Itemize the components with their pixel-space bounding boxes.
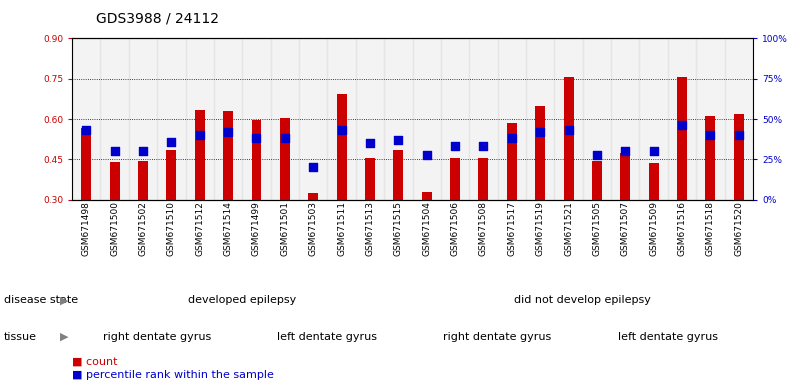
Bar (639, 38, 668, 200)
Bar (356, 38, 384, 200)
Bar (706, 116, 715, 200)
Bar (507, 123, 517, 200)
Point (250, 135, 263, 141)
Point (193, 132, 206, 138)
Point (364, 140, 376, 146)
Point (392, 137, 405, 143)
Bar (564, 78, 574, 200)
Text: ▶: ▶ (60, 332, 69, 342)
Bar (478, 158, 489, 200)
Text: left dentate gyrus: left dentate gyrus (277, 332, 377, 342)
Bar (422, 192, 432, 200)
Point (619, 148, 632, 154)
Bar (393, 150, 403, 200)
Bar (668, 38, 696, 200)
Point (647, 148, 660, 154)
Text: disease state: disease state (4, 295, 78, 306)
Bar (82, 129, 91, 200)
Bar (384, 38, 413, 200)
Bar (299, 38, 328, 200)
Bar (611, 38, 639, 200)
Point (449, 143, 461, 149)
Bar (620, 153, 630, 200)
Bar (280, 118, 290, 200)
Bar (223, 111, 233, 200)
Bar (413, 38, 441, 200)
Bar (450, 158, 460, 200)
Bar (592, 161, 602, 200)
Bar (336, 94, 347, 200)
Bar (469, 38, 497, 200)
Bar (535, 106, 545, 200)
Text: right dentate gyrus: right dentate gyrus (444, 332, 552, 342)
Bar (649, 164, 658, 200)
Bar (308, 193, 318, 200)
Point (307, 164, 320, 170)
Text: ▶: ▶ (60, 295, 69, 306)
Text: did not develop epilepsy: did not develop epilepsy (514, 295, 651, 306)
Bar (328, 38, 356, 200)
Bar (725, 38, 753, 200)
Point (222, 129, 235, 135)
Point (675, 122, 688, 129)
Bar (582, 38, 611, 200)
Text: developed epilepsy: developed epilepsy (188, 295, 296, 306)
Text: left dentate gyrus: left dentate gyrus (618, 332, 718, 342)
Bar (186, 38, 214, 200)
Text: ■ percentile rank within the sample: ■ percentile rank within the sample (72, 370, 274, 380)
Bar (526, 38, 554, 200)
Bar (271, 38, 299, 200)
Bar (167, 150, 176, 200)
Text: GDS3988 / 24112: GDS3988 / 24112 (96, 12, 219, 25)
Point (80, 127, 93, 133)
Bar (72, 38, 100, 200)
Bar (100, 38, 129, 200)
Bar (242, 38, 271, 200)
Point (562, 127, 575, 133)
Bar (696, 38, 725, 200)
Point (732, 132, 745, 138)
Bar (138, 161, 148, 200)
Point (590, 151, 603, 157)
Point (165, 139, 178, 145)
Bar (214, 38, 242, 200)
Bar (157, 38, 186, 200)
Bar (195, 110, 205, 200)
Bar (497, 38, 526, 200)
Point (505, 135, 518, 141)
Point (704, 132, 717, 138)
Bar (129, 38, 157, 200)
Point (279, 135, 292, 141)
Point (533, 129, 546, 135)
Text: right dentate gyrus: right dentate gyrus (103, 332, 211, 342)
Bar (677, 78, 687, 200)
Text: ■ count: ■ count (72, 357, 118, 367)
Bar (110, 162, 119, 200)
Point (108, 148, 121, 154)
Text: tissue: tissue (4, 332, 37, 342)
Point (335, 127, 348, 133)
Bar (441, 38, 469, 200)
Bar (365, 158, 375, 200)
Bar (252, 121, 261, 200)
Point (137, 148, 150, 154)
Bar (734, 114, 743, 200)
Point (421, 151, 433, 157)
Bar (554, 38, 582, 200)
Point (477, 143, 490, 149)
